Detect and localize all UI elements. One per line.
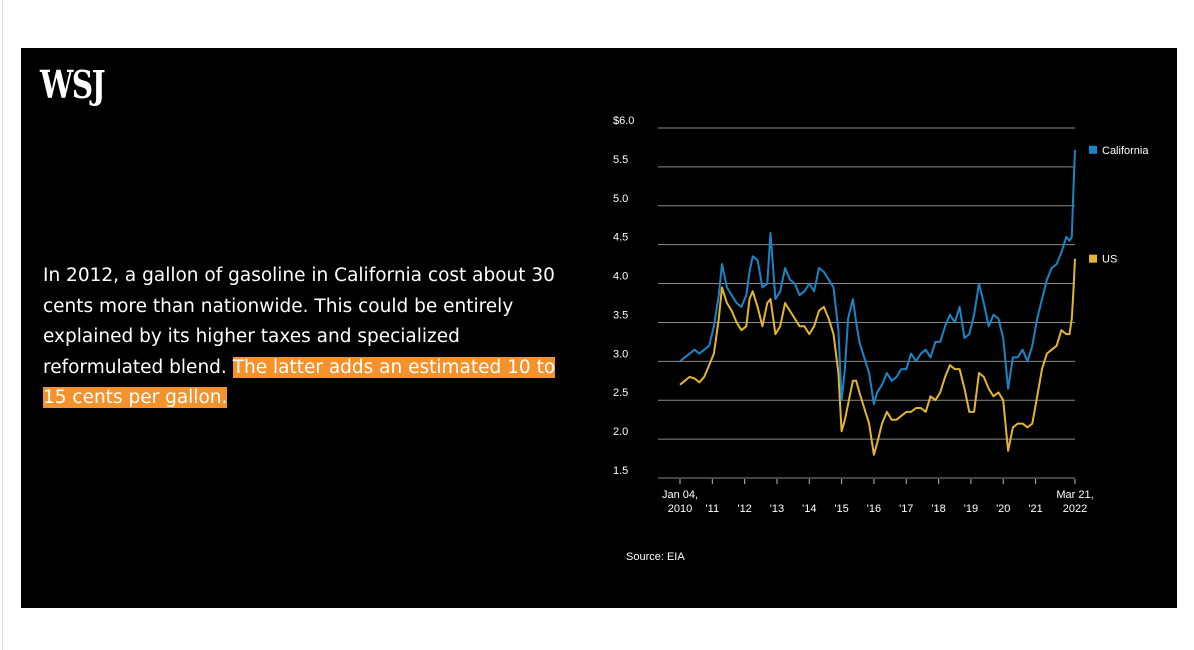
body-text: In 2012, a gallon of gasoline in Califor…	[43, 261, 583, 414]
series-line-us	[679, 258, 1076, 456]
y-tick-label: 3.0	[613, 348, 628, 360]
article-graphic-panel: WSJ In 2012, a gallon of gasoline in Cal…	[21, 48, 1177, 608]
y-tick-label: 1.5	[613, 465, 628, 477]
x-tick-label: '11	[706, 503, 720, 515]
wsj-logo: WSJ	[40, 62, 106, 107]
x-tick-label: Mar 21,	[1056, 489, 1093, 501]
x-tick-label: '18	[931, 503, 945, 515]
legend-label-us: US	[1102, 254, 1117, 266]
x-tick-label: 2022	[1063, 503, 1087, 515]
y-tick-label: $6.0	[613, 115, 634, 127]
y-tick-label: 5.0	[613, 193, 628, 205]
y-tick-label: 2.5	[613, 387, 628, 399]
y-axis-ticks: $6.0 5.5 5.0 4.5 4.0 3.5 3.0 2.5 2.0 1.5	[613, 115, 634, 477]
price-chart: $6.0 5.5 5.0 4.5 4.0 3.5 3.0 2.5 2.0 1.5 Jan 04, 2…	[613, 115, 1149, 563]
y-tick-label: 4.0	[613, 271, 628, 283]
x-tick-label: 2010	[668, 503, 692, 515]
legend-swatch-us	[1089, 254, 1097, 263]
series-line-california	[679, 149, 1076, 406]
x-tick-label: '13	[770, 503, 784, 515]
chart-series	[679, 149, 1076, 456]
y-tick-label: 2.0	[613, 426, 628, 438]
chart-legend: California US	[1089, 145, 1149, 266]
legend-swatch-california	[1089, 145, 1097, 154]
chart-source: Source: EIA	[626, 551, 685, 563]
legend-label-california: California	[1102, 145, 1149, 157]
body-text-main: In 2012, a gallon of gasoline in Califor…	[43, 265, 555, 378]
x-axis-ticks: Jan 04, 2010 '11 '12 '13 '14 '15 '16 '17 '18 '19 '2…	[662, 479, 1094, 515]
page-border	[2, 0, 3, 650]
y-tick-label: 3.5	[613, 309, 628, 321]
y-tick-label: 4.5	[613, 232, 628, 244]
x-tick-label: '19	[964, 503, 978, 515]
y-tick-label: 5.5	[613, 154, 628, 166]
x-tick-label: '14	[802, 503, 816, 515]
x-tick-label: Jan 04,	[662, 489, 698, 501]
x-tick-label: '12	[737, 503, 751, 515]
x-tick-label: '15	[834, 503, 848, 515]
x-tick-label: '21	[1028, 503, 1042, 515]
x-tick-label: '16	[867, 503, 881, 515]
x-tick-label: '20	[996, 503, 1010, 515]
x-tick-label: '17	[899, 503, 913, 515]
